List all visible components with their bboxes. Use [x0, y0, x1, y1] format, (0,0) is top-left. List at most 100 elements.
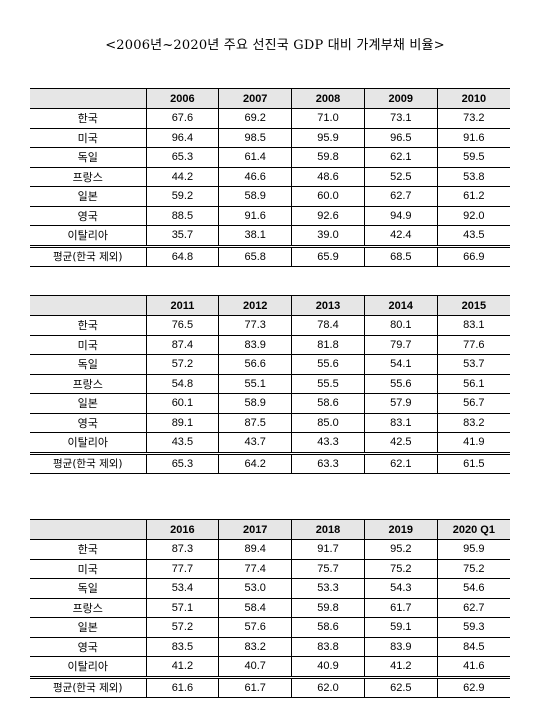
- value-cell: 69.2: [218, 108, 293, 129]
- value-cell: 42.4: [363, 225, 438, 247]
- value-cell: 38.1: [218, 225, 293, 247]
- country-label: 일본: [30, 186, 147, 207]
- year-header: 2011: [145, 295, 220, 316]
- value-cell: 43.7: [218, 432, 293, 454]
- country-label: 독일: [30, 578, 147, 599]
- value-cell: 95.2: [363, 539, 438, 560]
- year-header: 2019: [363, 519, 438, 540]
- value-cell: 56.7: [436, 393, 510, 414]
- value-cell: 52.5: [363, 167, 438, 187]
- value-cell: 53.0: [218, 578, 293, 599]
- value-cell: 83.1: [363, 413, 438, 433]
- value-cell: 40.7: [218, 656, 293, 678]
- average-value-cell: 61.5: [436, 451, 510, 474]
- country-label: 미국: [30, 559, 147, 579]
- average-value-cell: 62.5: [363, 675, 438, 698]
- value-cell: 57.2: [145, 617, 220, 638]
- value-cell: 67.6: [145, 108, 220, 129]
- value-cell: 54.8: [145, 374, 220, 394]
- year-header: 2013: [291, 295, 365, 316]
- country-row: 영국 88.5 91.6 92.6 94.9 92.0: [30, 206, 510, 226]
- value-cell: 35.7: [145, 225, 220, 247]
- value-cell: 43.3: [291, 432, 365, 454]
- value-cell: 92.0: [436, 206, 510, 226]
- average-label: 평균(한국 제외): [30, 675, 147, 698]
- header-corner-cell: [30, 88, 147, 109]
- value-cell: 41.9: [436, 432, 510, 454]
- country-label: 미국: [30, 335, 147, 355]
- country-row: 한국 76.5 77.3 78.4 80.1 83.1: [30, 315, 510, 336]
- value-cell: 83.2: [218, 637, 293, 657]
- average-row: 평균(한국 제외) 64.8 65.8 65.9 68.5 66.9: [30, 244, 510, 267]
- country-row: 이탈리아 35.7 38.1 39.0 42.4 43.5: [30, 225, 510, 247]
- country-row: 미국 96.4 98.5 95.9 96.5 91.6: [30, 128, 510, 148]
- value-cell: 83.2: [436, 413, 510, 433]
- value-cell: 95.9: [436, 539, 510, 560]
- value-cell: 83.1: [436, 315, 510, 336]
- value-cell: 59.5: [436, 147, 510, 168]
- average-value-cell: 68.5: [363, 244, 438, 267]
- year-header: 2008: [291, 88, 365, 109]
- value-cell: 89.1: [145, 413, 220, 433]
- country-label: 영국: [30, 206, 147, 226]
- value-cell: 56.1: [436, 374, 510, 394]
- average-label: 평균(한국 제외): [30, 451, 147, 474]
- year-header: 2015: [436, 295, 510, 316]
- value-cell: 43.5: [436, 225, 510, 247]
- value-cell: 58.9: [218, 186, 293, 207]
- value-cell: 87.4: [145, 335, 220, 355]
- country-row: 영국 83.5 83.2 83.8 83.9 84.5: [30, 637, 510, 657]
- value-cell: 83.5: [145, 637, 220, 657]
- data-table-2016-2020: 2016 2017 2018 2019 2020 Q1 한국 87.3 89.4 91.7 95.…: [30, 519, 510, 698]
- value-cell: 88.5: [145, 206, 220, 226]
- value-cell: 44.2: [145, 167, 220, 187]
- year-header: 2016: [145, 519, 220, 540]
- value-cell: 83.8: [291, 637, 365, 657]
- value-cell: 41.2: [145, 656, 220, 678]
- average-value-cell: 61.7: [218, 675, 293, 698]
- country-label: 독일: [30, 147, 147, 168]
- value-cell: 91.6: [218, 206, 293, 226]
- value-cell: 81.8: [291, 335, 365, 355]
- value-cell: 55.6: [363, 374, 438, 394]
- average-value-cell: 65.8: [218, 244, 293, 267]
- country-row: 일본 57.2 57.6 58.6 59.1 59.3: [30, 617, 510, 638]
- country-row: 이탈리아 43.5 43.7 43.3 42.5 41.9: [30, 432, 510, 454]
- average-value-cell: 61.6: [145, 675, 220, 698]
- data-table-2006-2010: 2006 2007 2008 2009 2010 한국 67.6 69.2 71.0 73.1 73…: [30, 88, 510, 267]
- value-cell: 83.9: [218, 335, 293, 355]
- value-cell: 54.6: [436, 578, 510, 599]
- value-cell: 96.4: [145, 128, 220, 148]
- country-label: 이탈리아: [30, 432, 147, 454]
- average-value-cell: 63.3: [291, 451, 365, 474]
- country-row: 독일 57.2 56.6 55.6 54.1 53.7: [30, 354, 510, 375]
- year-header: 2018: [291, 519, 365, 540]
- value-cell: 87.3: [145, 539, 220, 560]
- header-row: 2006 2007 2008 2009 2010: [30, 88, 510, 109]
- average-value-cell: 65.3: [145, 451, 220, 474]
- value-cell: 92.6: [291, 206, 365, 226]
- year-header: 2017: [218, 519, 293, 540]
- country-row: 독일 53.4 53.0 53.3 54.3 54.6: [30, 578, 510, 599]
- country-label: 일본: [30, 617, 147, 638]
- value-cell: 77.3: [218, 315, 293, 336]
- value-cell: 53.7: [436, 354, 510, 375]
- country-row: 프랑스 54.8 55.1 55.5 55.6 56.1: [30, 374, 510, 394]
- year-header: 2009: [363, 88, 438, 109]
- year-header: 2014: [363, 295, 438, 316]
- country-label: 프랑스: [30, 374, 147, 394]
- value-cell: 62.7: [436, 598, 510, 618]
- value-cell: 53.4: [145, 578, 220, 599]
- value-cell: 79.7: [363, 335, 438, 355]
- country-row: 영국 89.1 87.5 85.0 83.1 83.2: [30, 413, 510, 433]
- value-cell: 77.7: [145, 559, 220, 579]
- value-cell: 57.1: [145, 598, 220, 618]
- value-cell: 58.9: [218, 393, 293, 414]
- average-row: 평균(한국 제외) 65.3 64.2 63.3 62.1 61.5: [30, 451, 510, 474]
- year-header: 2006: [145, 88, 220, 109]
- country-label: 한국: [30, 315, 147, 336]
- header-corner-cell: [30, 295, 147, 316]
- value-cell: 75.2: [436, 559, 510, 579]
- value-cell: 96.5: [363, 128, 438, 148]
- value-cell: 73.2: [436, 108, 510, 129]
